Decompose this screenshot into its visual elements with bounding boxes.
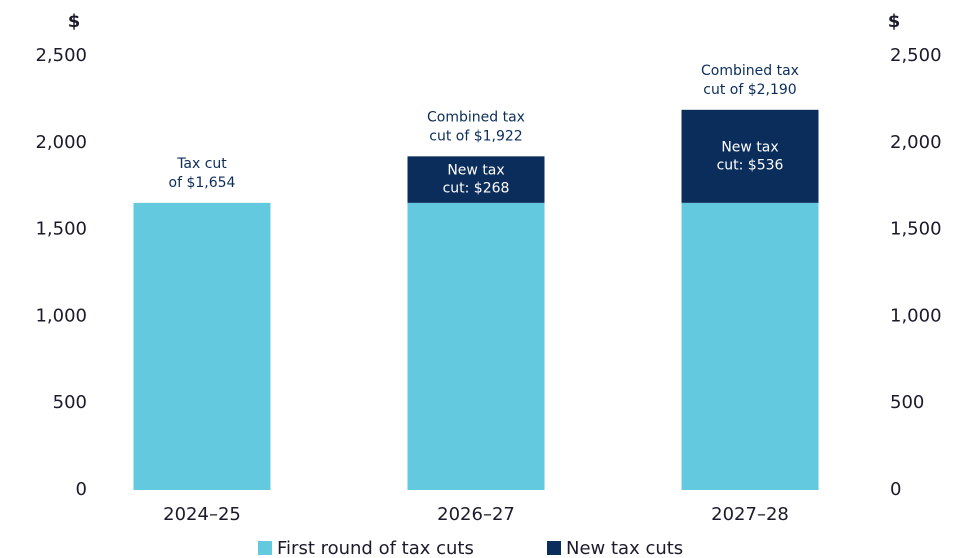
- annotation: of $1,654: [169, 175, 236, 191]
- legend-swatch: [258, 541, 272, 555]
- bar-segment: [133, 202, 271, 490]
- y-tick-label: 1,000: [35, 305, 87, 326]
- y2-tick-label: 2,500: [890, 45, 942, 66]
- y-tick-label: 1,500: [35, 219, 87, 240]
- y-axis-label: $: [68, 11, 81, 32]
- bar-segment: [407, 156, 545, 203]
- bar-segment: [681, 109, 819, 203]
- x-tick-label: 2027–28: [711, 504, 789, 525]
- bar-segment: [407, 202, 545, 490]
- x-tick-label: 2024–25: [163, 504, 241, 525]
- value-label: cut: $536: [717, 157, 784, 173]
- value-label: cut: $268: [443, 181, 510, 197]
- legend-label: First round of tax cuts: [277, 538, 474, 558]
- y2-tick-label: 1,000: [890, 305, 942, 326]
- y-tick-label: 2,000: [35, 132, 87, 153]
- y2-axis-label: $: [888, 11, 901, 32]
- annotation: cut of $1,922: [429, 128, 522, 144]
- y-tick-label: 500: [53, 392, 87, 413]
- y-tick-label: 0: [76, 479, 87, 500]
- annotation: Combined tax: [427, 109, 525, 125]
- annotation: Combined tax: [701, 63, 799, 79]
- x-tick-label: 2026–27: [437, 504, 515, 525]
- legend-label: New tax cuts: [566, 538, 683, 558]
- legend-swatch: [547, 541, 561, 555]
- value-label: New tax: [721, 139, 778, 155]
- bar-segment: [681, 202, 819, 490]
- y-tick-label: 2,500: [35, 45, 87, 66]
- y2-tick-label: 0: [890, 479, 901, 500]
- y2-tick-label: 2,000: [890, 132, 942, 153]
- annotation: cut of $2,190: [703, 82, 796, 98]
- value-label: New tax: [447, 163, 504, 179]
- y2-tick-label: 1,500: [890, 219, 942, 240]
- y2-tick-label: 500: [890, 392, 924, 413]
- annotation: Tax cut: [176, 156, 227, 172]
